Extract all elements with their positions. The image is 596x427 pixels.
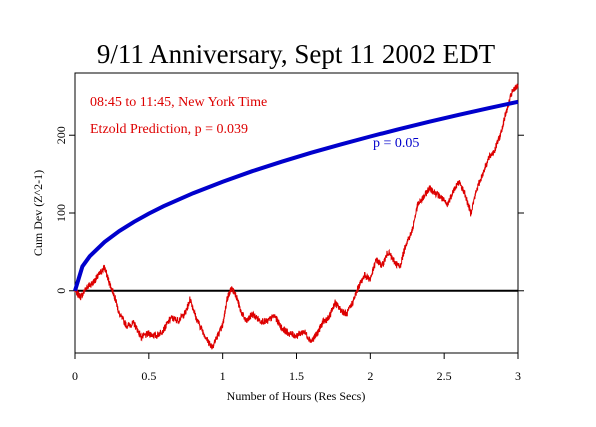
chart-title: 9/11 Anniversary, Sept 11 2002 EDT bbox=[97, 39, 496, 69]
y-axis-title: Cum Dev (Z^2-1) bbox=[31, 170, 45, 256]
x-axis: 0 0.5 1 1.5 2 2.5 3 bbox=[72, 353, 521, 383]
annotation-prediction: Etzold Prediction, p = 0.039 bbox=[90, 122, 248, 137]
x-tick-label: 1 bbox=[220, 369, 226, 383]
annotation-p-threshold: p = 0.05 bbox=[373, 136, 419, 151]
x-axis-title: Number of Hours (Res Secs) bbox=[227, 389, 366, 403]
x-tick-label: 2 bbox=[367, 369, 373, 383]
x-tick-label: 0 bbox=[72, 369, 78, 383]
annotation-time-range: 08:45 to 11:45, New York Time bbox=[90, 95, 267, 110]
y-axis: 0 100 200 bbox=[54, 126, 524, 294]
series-line-observed bbox=[74, 83, 519, 350]
y-tick-label: 100 bbox=[54, 204, 68, 222]
x-tick-label: 0.5 bbox=[141, 369, 156, 383]
x-tick-label: 2.5 bbox=[437, 369, 452, 383]
series-line-prediction bbox=[73, 99, 519, 292]
x-tick-label: 3 bbox=[515, 369, 521, 383]
y-tick-label: 200 bbox=[54, 126, 68, 144]
series-layer bbox=[73, 83, 519, 350]
y-tick-label: 0 bbox=[54, 288, 68, 294]
x-tick-label: 1.5 bbox=[289, 369, 304, 383]
